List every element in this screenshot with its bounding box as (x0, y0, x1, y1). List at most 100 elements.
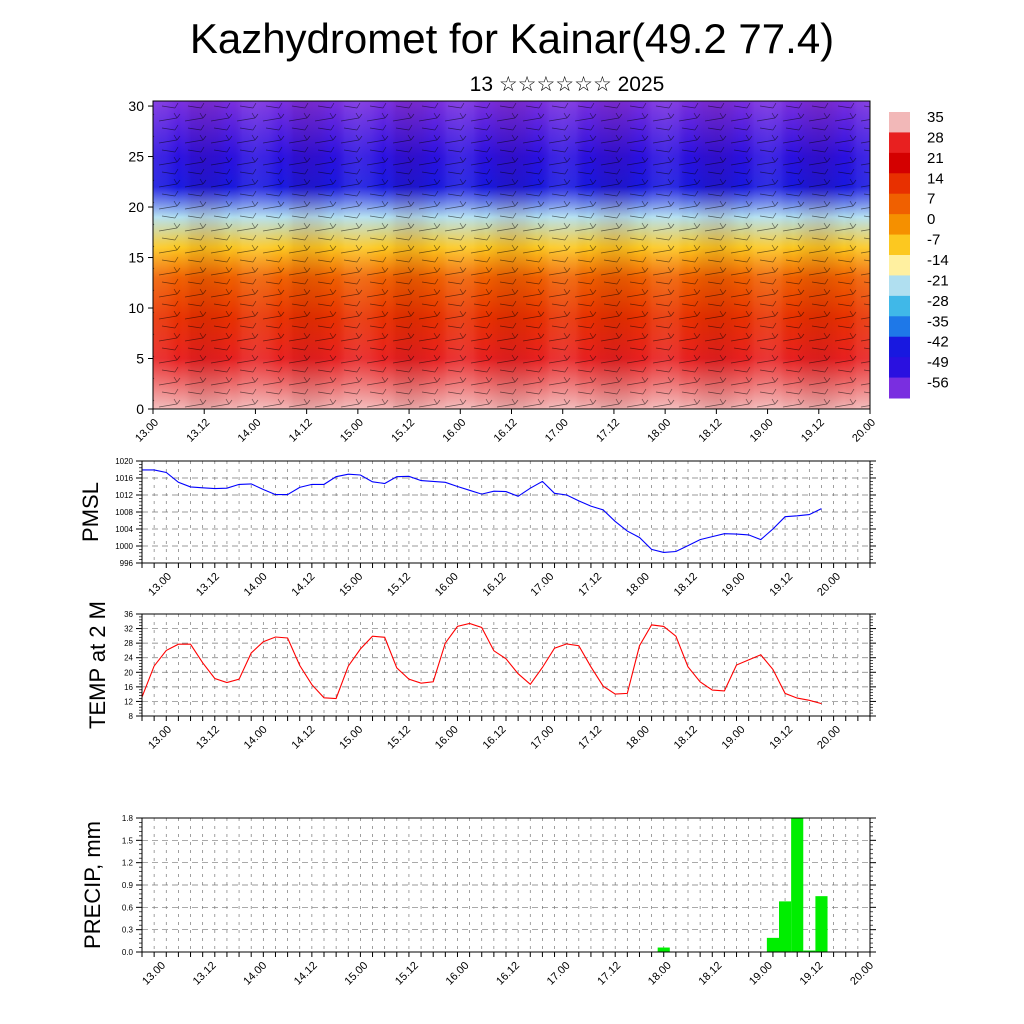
x-tick-label: 16.12 (481, 571, 509, 599)
heatmap-y-tick-label: 10 (128, 300, 144, 316)
precip-bar (803, 950, 816, 952)
wind-barbs (153, 101, 870, 409)
heatmap-x-tick-label: 17.12 (594, 417, 622, 445)
y-tick-label: 36 (124, 610, 133, 619)
heatmap-x-tick-label: 15.12 (389, 417, 417, 445)
x-tick-label: 17.12 (576, 571, 604, 599)
y-tick-label: 0.9 (122, 881, 134, 890)
colorbar-label: 7 (927, 191, 935, 208)
x-tick-label: 20.00 (815, 724, 843, 752)
page-title: Kazhydromet for Kainar(49.2 77.4) (189, 15, 835, 62)
y-tick-label: 0.0 (122, 948, 134, 957)
heatmap-x-tick-label: 19.00 (748, 417, 776, 445)
heatmap-y-tick-label: 20 (128, 199, 144, 215)
y-tick-label: 1.5 (122, 836, 134, 845)
colorbar-label: -49 (927, 354, 949, 371)
heatmap-x-tick-label: 19.12 (799, 417, 827, 445)
colorbar-swatch (889, 255, 910, 276)
colorbar-swatch (889, 275, 910, 297)
colorbar-label: -42 (927, 334, 949, 351)
x-tick-label: 17.00 (528, 571, 556, 599)
x-tick-label: 16.00 (444, 960, 472, 988)
y-tick-label: 1012 (115, 491, 133, 500)
y-tick-label: 1004 (115, 525, 133, 534)
colorbar-label: -14 (927, 252, 949, 269)
x-tick-label: 17.12 (576, 724, 604, 752)
colorbar-label: 14 (927, 170, 944, 187)
y-tick-label: 1.8 (122, 814, 134, 823)
x-tick-label: 14.12 (290, 724, 318, 752)
series-line (142, 469, 822, 553)
y-tick-label: 12 (124, 697, 133, 706)
colorbar-swatch (889, 132, 910, 154)
x-tick-label: 19.12 (767, 724, 795, 752)
heatmap-y-tick-label: 0 (136, 401, 144, 417)
y-tick-label: 32 (124, 625, 133, 634)
colorbar-label: -21 (927, 272, 949, 289)
heatmap-x-tick-label: 13.12 (184, 417, 212, 445)
x-tick-label: 13.00 (146, 724, 174, 752)
x-tick-label: 14.00 (241, 960, 269, 988)
heatmap-x-tick-label: 18.12 (697, 417, 725, 445)
precip-bar (657, 947, 670, 952)
x-tick-label: 19.12 (798, 960, 826, 988)
heatmap-y-tick-label: 25 (128, 149, 144, 165)
colorbar-swatch (889, 152, 910, 174)
heatmap-x-tick-label: 17.00 (543, 417, 571, 445)
panel-frame (141, 613, 871, 717)
x-tick-label: 18.12 (672, 724, 700, 752)
colorbar-swatch (889, 377, 910, 399)
x-tick-label: 16.12 (494, 960, 522, 988)
x-tick-label: 14.00 (242, 724, 270, 752)
precip-bar (779, 901, 792, 952)
colorbar-swatch (889, 357, 910, 379)
colorbar-swatch (889, 336, 910, 358)
x-tick-label: 15.12 (385, 724, 413, 752)
heatmap-panel: 0 5 10 15 20 25 30 13.00 13.12 14.00 14.12 15.00 15… (128, 98, 878, 445)
x-tick-label: 15.00 (337, 724, 365, 752)
colorbar-label: 28 (927, 129, 944, 146)
colorbar-swatch (889, 316, 910, 338)
x-tick-label: 18.00 (624, 724, 652, 752)
colorbar-swatch (889, 173, 910, 195)
x-tick-label: 16.00 (433, 571, 461, 599)
heatmap-x-axis: 13.00 13.12 14.00 14.12 15.00 15.12 16.00 16.12… (133, 409, 878, 445)
heatmap-y-tick-label: 15 (128, 250, 144, 266)
panel-frame (141, 817, 871, 953)
colorbar: 35 28 21 14 7 0 -7 -14 -21 -28 -35 -42 -49 -56 (889, 109, 949, 399)
heatmap-x-tick-label: 14.12 (287, 417, 315, 445)
colorbar-swatch (889, 295, 910, 317)
colorbar-swatch (889, 193, 910, 215)
x-tick-label: 20.00 (848, 960, 876, 988)
y-tick-label: 20 (124, 668, 133, 677)
y-axis-label: PMSL (78, 482, 103, 542)
x-tick-label: 15.00 (337, 571, 365, 599)
x-tick-label: 16.00 (433, 724, 461, 752)
x-tick-label: 16.12 (481, 724, 509, 752)
colorbar-label: -56 (927, 375, 949, 392)
heatmap-x-tick-label: 15.00 (338, 417, 366, 445)
x-tick-label: 20.00 (815, 571, 843, 599)
y-tick-label: 1.2 (122, 859, 134, 868)
x-tick-label: 18.00 (624, 571, 652, 599)
heatmap-x-tick-label: 14.00 (236, 417, 264, 445)
heatmap-x-tick-label: 16.12 (492, 417, 520, 445)
precip-bar (815, 896, 828, 952)
temp-panel: 8 12 16 20 24 28 32 36 13.00 13.12 14.00 14.12 15.00… (85, 601, 876, 752)
precip-bar (791, 818, 804, 952)
x-tick-label: 14.12 (292, 960, 320, 988)
x-tick-label: 15.12 (385, 571, 413, 599)
x-tick-label: 19.00 (720, 724, 748, 752)
x-tick-label: 15.00 (342, 960, 370, 988)
x-tick-label: 18.12 (696, 960, 724, 988)
x-tick-label: 17.12 (595, 960, 623, 988)
x-tick-label: 19.00 (720, 571, 748, 599)
y-tick-label: 24 (124, 654, 133, 663)
y-tick-label: 8 (129, 712, 134, 721)
x-tick-label: 13.00 (146, 571, 174, 599)
x-tick-label: 14.00 (242, 571, 270, 599)
heatmap-y-axis: 0 5 10 15 20 25 30 (128, 98, 153, 417)
x-tick-label: 17.00 (545, 960, 573, 988)
colorbar-label: -7 (927, 232, 940, 249)
